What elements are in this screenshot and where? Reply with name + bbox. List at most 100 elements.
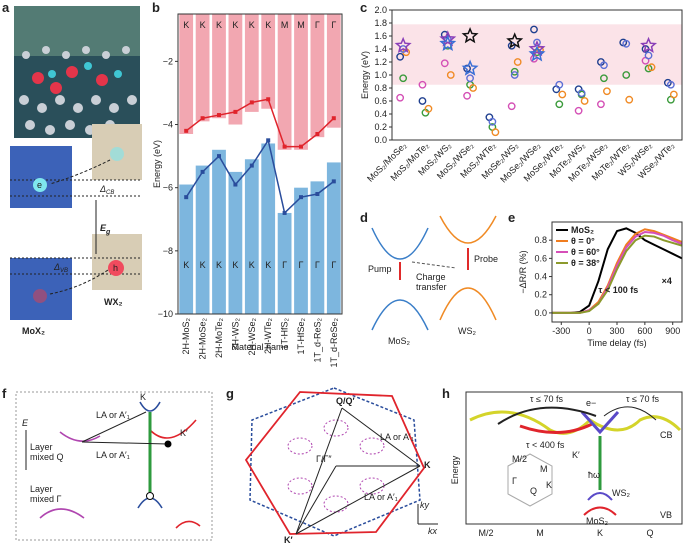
transfer-arrow [49, 159, 111, 185]
point [577, 89, 586, 98]
point [558, 90, 567, 99]
point-label: Q/Q′ [336, 396, 355, 406]
marker [282, 144, 287, 149]
x-tick-label: 2H-MoS₂ [181, 318, 191, 355]
y-tick-label: 1.8 [374, 18, 387, 28]
point [399, 74, 408, 83]
marker [217, 154, 221, 159]
marker [315, 132, 320, 136]
y-tick-label: 0.2 [374, 122, 387, 132]
point [647, 63, 656, 72]
panel-label: c [360, 0, 367, 15]
mox2-cb-box [10, 146, 72, 208]
marker [266, 138, 271, 143]
scatter-arrow [81, 441, 169, 445]
bz-layer1 [249, 387, 421, 537]
y-axis-label: −ΔR/R (%) [518, 250, 528, 293]
point [513, 58, 522, 66]
star [439, 34, 457, 52]
bar [310, 14, 325, 138]
lattice-glow [14, 6, 140, 56]
annotation: τ < 100 fs [598, 285, 638, 295]
marker [217, 113, 221, 118]
band-label: K [183, 20, 189, 30]
point [507, 102, 516, 111]
point [555, 100, 564, 109]
y-tick-label: 0.4 [534, 272, 547, 282]
bar [294, 187, 308, 314]
bar [179, 184, 194, 314]
band-label: Γ [299, 260, 304, 270]
band-label: Γ [282, 260, 287, 270]
band-label: K [216, 260, 222, 270]
point-label: K [546, 480, 552, 490]
point [625, 95, 634, 104]
point [530, 25, 538, 34]
band-label: K [265, 20, 271, 30]
band-label: Γ [331, 260, 336, 270]
k-label: M [536, 528, 544, 538]
y-tick-label: 0.6 [374, 96, 387, 106]
point-label: K′ [572, 450, 580, 460]
frame [465, 391, 683, 525]
band-label: Γ [315, 20, 320, 30]
tau-label: τ < 400 fs [526, 440, 565, 450]
hole-dot [33, 289, 47, 303]
y-tick-label: 0.6 [534, 253, 547, 263]
point [466, 74, 474, 83]
y-tick-label: −8 [163, 246, 173, 256]
k-label: K [597, 528, 603, 538]
x-tick-label: 2H-MoTe₂ [214, 318, 224, 359]
y-tick-label: 0.0 [534, 308, 547, 318]
point-label: K′ [284, 535, 293, 543]
marker [299, 144, 303, 149]
star [439, 30, 457, 47]
point [510, 67, 519, 76]
bar [195, 165, 210, 314]
band-label: K [200, 260, 206, 270]
y-tick-label: −10 [158, 309, 173, 319]
gap-label: Eg [100, 223, 111, 236]
panel-label: f [2, 386, 7, 401]
point [644, 51, 653, 60]
point-label: Q [530, 486, 537, 496]
panel-label: h [442, 386, 450, 401]
band [583, 506, 617, 516]
point [600, 74, 608, 83]
band [439, 215, 497, 244]
tau-label: τ ≤ 70 fs [626, 394, 660, 404]
bar [326, 14, 341, 128]
point [600, 61, 608, 70]
panel-d: d Pump Charge transfer Probe MoS₂ WS₂ [360, 210, 498, 346]
band-label: K [232, 20, 238, 30]
point [622, 71, 631, 79]
x-tick-label: 900 [665, 326, 680, 336]
point [463, 91, 471, 100]
electrons [48, 62, 122, 78]
band [439, 287, 497, 321]
cb-label: CB [660, 430, 673, 440]
bz-inset [507, 453, 553, 507]
band-label: K [265, 260, 271, 270]
y-tick-label: 0.4 [374, 109, 387, 119]
axis-label: Energy [450, 455, 460, 484]
x-tick-label: 600 [637, 326, 652, 336]
electron [164, 440, 172, 448]
marker [299, 195, 303, 200]
x-axis-label: Time delay (fs) [587, 338, 646, 348]
bar [228, 171, 243, 314]
panel-label: e [508, 210, 515, 225]
star [528, 40, 546, 57]
phonon-label: LA or A′₁ [380, 432, 414, 442]
star [528, 45, 546, 62]
layer-label: Layer [30, 484, 53, 494]
material-label: MoX₂ [22, 326, 45, 336]
hole [146, 492, 154, 500]
band-label: Γ [331, 20, 336, 30]
panel-label: b [152, 0, 160, 15]
y-tick-label: 0.0 [374, 135, 387, 145]
y-tick-label: −4 [163, 120, 173, 130]
y-tick-label: 1.2 [374, 57, 387, 67]
transfer-arrow [603, 406, 657, 421]
